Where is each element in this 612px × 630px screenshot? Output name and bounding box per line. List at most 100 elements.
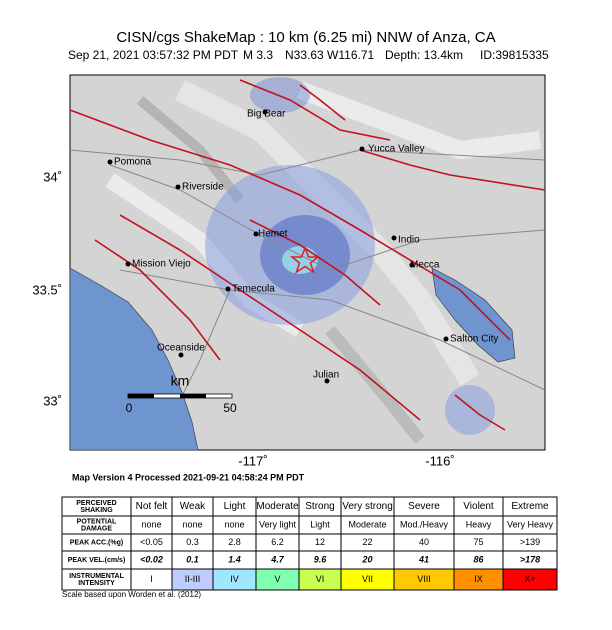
- cell-text: 41: [418, 554, 429, 564]
- cell-text: 0.1: [186, 554, 199, 564]
- cell-text: Very light: [259, 519, 297, 529]
- city-dot: [175, 184, 181, 190]
- cell-text: IX: [474, 574, 483, 584]
- city-label: Big Bear: [247, 109, 286, 120]
- cell-text: 4.7: [270, 554, 285, 564]
- cell-text: Not felt: [136, 501, 168, 512]
- city-dot: [324, 378, 330, 384]
- city-label: Pomona: [114, 157, 152, 168]
- lat-label: 33.5˚: [32, 282, 62, 297]
- row-label: DAMAGE: [81, 525, 112, 532]
- city-label: Julian: [313, 370, 339, 381]
- cell-text: II-III: [185, 574, 201, 584]
- cell-text: 22: [362, 537, 372, 547]
- cell-text: I: [150, 574, 153, 584]
- city-label: Indio: [398, 235, 420, 246]
- map-frame: Big Bear Yucca Valley Pomona Riverside Hemet…: [32, 74, 546, 482]
- city-dot: [225, 286, 231, 292]
- row-label: PERCEIVED: [76, 500, 116, 507]
- city-label: Oceanside: [157, 343, 205, 354]
- cell-text: Very Heavy: [507, 519, 554, 529]
- cell-text: Heavy: [466, 519, 492, 529]
- lat-label: 34˚: [43, 169, 62, 184]
- cell-text: >139: [520, 537, 540, 547]
- city-label: Mecca: [410, 260, 440, 271]
- cell-text: 12: [315, 537, 325, 547]
- epicenter: [289, 245, 321, 274]
- cell-text: none: [182, 519, 202, 529]
- city-label: Yucca Valley: [368, 144, 425, 155]
- cell-text: Moderate: [348, 519, 386, 529]
- shaking-peak: [282, 246, 318, 274]
- roads: [69, 149, 546, 401]
- cell-text: V: [274, 574, 280, 584]
- shaking-zone: [250, 77, 310, 113]
- cell-text: 9.6: [314, 554, 328, 564]
- cell-text: Very strong: [342, 501, 393, 512]
- city-dot: [443, 336, 449, 342]
- cell-text: <0.05: [140, 537, 163, 547]
- city-label: Hemet: [258, 229, 288, 240]
- cell-text: 86: [473, 554, 484, 564]
- city-dot: [262, 109, 268, 115]
- scale-bar: km 0 50: [126, 373, 237, 415]
- map-version: Map Version 4 Processed 2021-09-21 04:58…: [72, 472, 305, 482]
- row-label: PEAK ACC.(%g): [70, 539, 123, 546]
- footer: Scale based upon Worden et al. (2012): [62, 590, 201, 599]
- city-dot: [391, 235, 397, 241]
- subtitle-part: N33.63 W116.71: [285, 48, 374, 62]
- cell-text: Violent: [463, 501, 494, 512]
- city-dot: [178, 352, 184, 358]
- city-label: Riverside: [182, 182, 224, 193]
- cell-text: none: [224, 519, 244, 529]
- cell-text: Light: [224, 501, 246, 512]
- scale-unit: km: [171, 373, 190, 389]
- salton-sea: [431, 267, 516, 363]
- cell-text: VII: [362, 574, 373, 584]
- scale-end: 50: [223, 401, 237, 415]
- subtitle-part: Sep 21, 2021 03:57:32 PM PDT: [68, 48, 239, 62]
- cell-text: 75: [473, 537, 483, 547]
- cell-text: >178: [520, 554, 540, 564]
- cell-text: 1.4: [228, 554, 241, 564]
- city-label: Mission Viejo: [132, 259, 191, 270]
- row-label: INSTRUMENTAL: [69, 573, 124, 580]
- cell-text: Strong: [305, 501, 334, 512]
- city-dot: [253, 231, 259, 237]
- cell-text: 0.3: [186, 537, 199, 547]
- cell-text: 6.2: [271, 537, 284, 547]
- cell-text: VI: [316, 574, 325, 584]
- scale-start: 0: [126, 401, 133, 415]
- cell-text: Light: [310, 519, 330, 529]
- cell-text: 20: [361, 554, 372, 564]
- city-dot: [359, 146, 365, 152]
- city-dot: [409, 262, 415, 268]
- cell-text: 2.8: [228, 537, 241, 547]
- shaking-zone: [445, 385, 495, 435]
- lat-label: 33˚: [43, 393, 62, 408]
- lon-label: -117˚: [238, 453, 267, 468]
- city-label: Temecula: [232, 284, 275, 295]
- subtitle-part: M 3.3: [243, 48, 273, 62]
- table-cell: [502, 568, 558, 591]
- cell-text: X+: [524, 574, 535, 584]
- cell-text: <0.02: [140, 554, 163, 564]
- subtitle-part: ID:39815335: [480, 48, 549, 62]
- cell-text: Extreme: [511, 501, 549, 512]
- row-label: INTENSITY: [78, 580, 115, 587]
- city-dot: [107, 159, 113, 165]
- subtitle: Sep 21, 2021 03:57:32 PM PDT M 3.3 N33.63 …: [68, 48, 549, 62]
- lon-label: -116˚: [425, 453, 454, 468]
- subtitle-part: Depth: 13.4km: [385, 48, 463, 62]
- ocean: [69, 267, 199, 451]
- cell-text: 40: [419, 537, 429, 547]
- cell-text: VIII: [417, 574, 431, 584]
- row-label: PEAK VEL.(cm/s): [68, 557, 126, 564]
- cell-text: IV: [230, 574, 239, 584]
- cell-text: Mod./Heavy: [400, 519, 449, 529]
- cell-text: Severe: [408, 501, 440, 512]
- faults: [69, 79, 546, 431]
- cell-text: none: [141, 519, 161, 529]
